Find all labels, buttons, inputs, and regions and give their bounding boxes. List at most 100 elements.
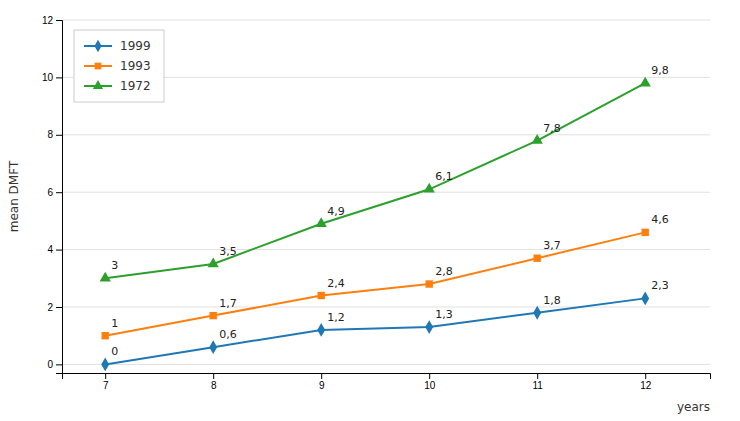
series-line [105, 83, 645, 278]
data-label: 1,8 [543, 294, 561, 307]
data-label: 6,1 [435, 170, 453, 183]
y-tick-mark [56, 135, 62, 136]
x-tick-mark [537, 373, 538, 379]
data-label: 1,3 [435, 308, 453, 321]
y-tick: 6 [47, 187, 62, 198]
y-tick-label: 2 [47, 302, 53, 313]
legend-item: 1972 [84, 79, 151, 93]
legend-item: 1993 [84, 59, 151, 73]
legend-item: 1999 [84, 39, 151, 53]
y-tick-mark [56, 20, 62, 21]
x-tick-label: 8 [211, 380, 217, 391]
series-line [105, 298, 645, 364]
data-label: 9,8 [651, 64, 669, 77]
point [317, 292, 324, 299]
x-tick-mark [429, 373, 430, 379]
y-tick: 10 [42, 72, 62, 83]
data-label: 3,5 [219, 245, 237, 258]
x-tick: 7 [103, 373, 109, 391]
y-tick: 0 [47, 359, 62, 370]
x-tick-mark [321, 373, 322, 379]
data-label: 1,7 [219, 297, 237, 310]
x-tick-label: 12 [640, 380, 652, 391]
point [640, 77, 651, 87]
y-tick: 8 [47, 129, 62, 140]
legend-symbol [94, 40, 101, 52]
point [641, 229, 648, 236]
point [316, 217, 327, 227]
point [532, 134, 543, 144]
y-axis-line [56, 21, 63, 374]
data-label: 4,6 [651, 213, 669, 226]
chart: 789101112024681012yearsmean DMFT00,61,21… [0, 0, 740, 421]
grid-line [62, 364, 710, 365]
series-markers [101, 291, 649, 371]
x-tick-mark [645, 373, 646, 379]
y-tick-label: 8 [47, 129, 53, 140]
plot-area [100, 77, 651, 372]
x-tick-mark [213, 373, 214, 379]
legend: 1999 1993 1972 [74, 30, 164, 102]
x-tick-label: 10 [424, 380, 436, 391]
grid-line [62, 306, 710, 307]
y-axis: 0 2 4 6 8 10 12 [42, 15, 63, 374]
point [209, 312, 216, 319]
legend-label: 1993 [120, 59, 151, 73]
data-label: 2,8 [435, 265, 453, 278]
point [208, 257, 219, 267]
data-label: 1,2 [327, 311, 345, 324]
point [533, 306, 541, 320]
x-axis-line [63, 374, 711, 380]
series-markers [100, 77, 651, 282]
legend-box [74, 30, 164, 102]
point [209, 340, 217, 354]
y-axis-title: mean DMFT [7, 160, 21, 232]
point [425, 280, 432, 287]
data-label: 2,4 [327, 277, 345, 290]
grid-line [62, 134, 710, 135]
y-tick: 4 [47, 244, 62, 255]
y-tick-mark [56, 77, 62, 78]
series-line [105, 232, 645, 335]
y-tick-label: 4 [47, 244, 53, 255]
y-tick-label: 12 [42, 15, 54, 26]
y-tick-mark [56, 250, 62, 251]
x-tick: 10 [424, 373, 436, 391]
legend-symbol [95, 63, 102, 70]
y-tick-label: 6 [47, 187, 53, 198]
x-axis-title: years [677, 400, 710, 414]
point [641, 291, 649, 305]
grid-line [62, 20, 710, 21]
grid-line [62, 192, 710, 193]
y-tick: 12 [42, 15, 62, 26]
point [100, 272, 111, 282]
y-tick-label: 0 [47, 359, 53, 370]
data-label: 3 [111, 259, 118, 272]
grid-line [62, 249, 710, 250]
point [101, 332, 108, 339]
legend-label: 1999 [120, 39, 151, 53]
data-label: 4,9 [327, 205, 345, 218]
data-label: 1 [111, 317, 118, 330]
grid [62, 20, 710, 364]
x-tick: 11 [533, 373, 544, 391]
point [425, 320, 433, 334]
point [317, 323, 325, 337]
data-label: 2,3 [651, 279, 669, 292]
point [533, 254, 540, 261]
point [101, 357, 109, 371]
y-tick-mark [56, 364, 62, 365]
x-tick: 12 [640, 373, 652, 391]
y-tick-label: 10 [42, 72, 54, 83]
series-markers [101, 229, 648, 340]
data-label: 0 [111, 345, 118, 358]
x-tick: 8 [211, 373, 217, 391]
data-labels: 00,61,21,31,82,311,72,42,83,74,633,54,96… [111, 64, 669, 358]
y-tick-mark [56, 192, 62, 193]
x-tick-label: 7 [103, 380, 109, 391]
x-tick: 9 [319, 373, 325, 391]
x-tick-label: 9 [319, 380, 325, 391]
data-label: 7,8 [543, 122, 561, 135]
x-tick-label: 11 [533, 380, 544, 391]
y-tick-mark [56, 307, 62, 308]
